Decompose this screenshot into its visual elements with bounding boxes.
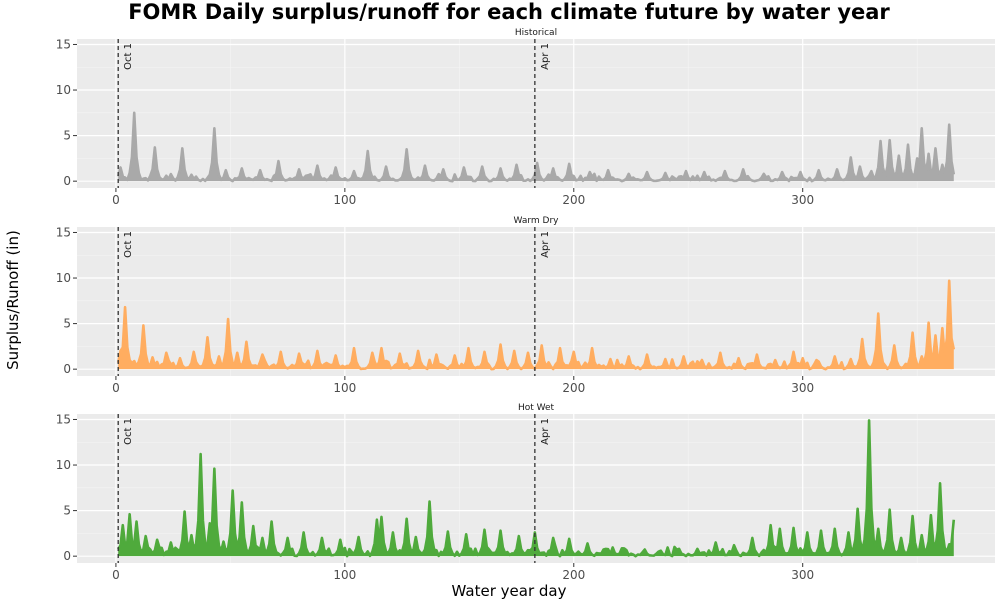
x-tick-label: 300 bbox=[791, 381, 814, 395]
y-tick-label: 5 bbox=[63, 504, 71, 518]
x-tick-label: 300 bbox=[791, 193, 814, 207]
facet-panel-historical: Oct 1 Apr 1 Historical 0 5 10 15 0 100 200 300 bbox=[56, 28, 995, 207]
x-tick-label: 300 bbox=[791, 568, 814, 582]
reference-line-label: Oct 1 bbox=[123, 418, 134, 445]
x-tick-label: 0 bbox=[112, 568, 120, 582]
y-tick-label: 15 bbox=[56, 225, 71, 239]
y-tick-label: 15 bbox=[56, 37, 71, 51]
chart-title: FOMR Daily surplus/runoff for each clima… bbox=[128, 0, 890, 24]
series-line bbox=[116, 279, 956, 371]
y-tick-label: 0 bbox=[63, 549, 71, 563]
reference-line-label: Oct 1 bbox=[123, 231, 134, 258]
x-tick-label: 100 bbox=[333, 193, 356, 207]
reference-line-label: Apr 1 bbox=[540, 418, 551, 445]
y-tick-label: 5 bbox=[63, 129, 71, 143]
panel-background bbox=[77, 227, 995, 376]
series-line bbox=[116, 111, 956, 183]
reference-line-label: Apr 1 bbox=[540, 43, 551, 70]
facet-title: Warm Dry bbox=[514, 216, 560, 226]
x-tick-label: 0 bbox=[112, 193, 120, 207]
series-area bbox=[118, 420, 954, 557]
reference-line-label: Apr 1 bbox=[540, 231, 551, 258]
y-tick-label: 10 bbox=[56, 83, 71, 97]
x-tick-label: 200 bbox=[562, 568, 585, 582]
y-tick-label: 0 bbox=[63, 362, 71, 376]
facet-title: Historical bbox=[515, 28, 557, 38]
facet-title: Hot Wet bbox=[518, 403, 555, 413]
series-line bbox=[117, 419, 956, 558]
y-axis-title: Surplus/Runoff (in) bbox=[4, 230, 22, 370]
y-tick-label: 15 bbox=[56, 412, 71, 426]
y-tick-label: 10 bbox=[56, 271, 71, 285]
x-tick-label: 200 bbox=[562, 381, 585, 395]
y-tick-label: 10 bbox=[56, 458, 71, 472]
reference-line-label: Oct 1 bbox=[123, 43, 134, 70]
facet-panel-warm-dry: Oct 1 Apr 1 Warm Dry 0 5 10 15 0 100 200 300 bbox=[56, 216, 995, 395]
x-tick-label: 0 bbox=[112, 381, 120, 395]
y-tick-label: 0 bbox=[63, 174, 71, 188]
facet-panel-hot-wet: Oct 1 Apr 1 Hot Wet 0 5 10 15 0 100 200 300 bbox=[56, 403, 995, 582]
x-axis-title: Water year day bbox=[452, 582, 567, 600]
x-tick-label: 100 bbox=[333, 568, 356, 582]
x-tick-label: 200 bbox=[562, 193, 585, 207]
x-tick-label: 100 bbox=[333, 381, 356, 395]
y-tick-label: 5 bbox=[63, 317, 71, 331]
